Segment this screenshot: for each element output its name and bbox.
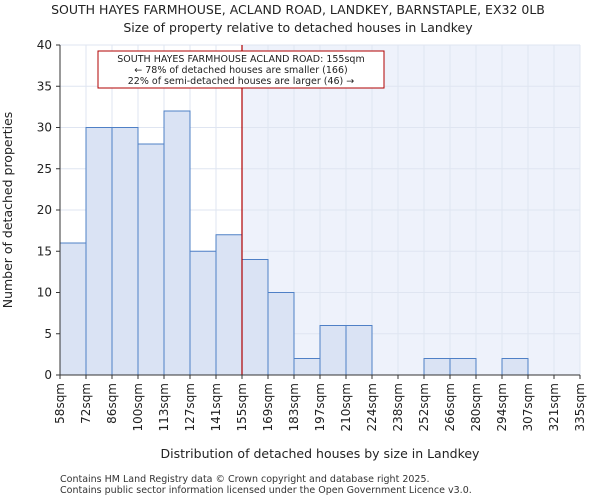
- chart-title: SOUTH HAYES FARMHOUSE, ACLAND ROAD, LAND…: [51, 2, 545, 17]
- histogram-bar: [189, 250, 217, 376]
- histogram-bar: [137, 143, 165, 376]
- x-tick-label: 252sqm: [417, 383, 431, 431]
- x-tick-label: 238sqm: [391, 383, 405, 431]
- x-tick-label: 86sqm: [105, 383, 119, 424]
- histogram-bar: [241, 259, 269, 376]
- x-tick-label: 210sqm: [339, 383, 353, 431]
- histogram-bar: [111, 127, 139, 376]
- histogram-bar: [423, 358, 451, 376]
- histogram-bar: [319, 325, 347, 376]
- x-tick-label: 183sqm: [287, 383, 301, 431]
- y-axis-label: Number of detached properties: [0, 112, 15, 309]
- y-tick-label: 40: [37, 38, 52, 52]
- y-tick-label: 30: [37, 121, 52, 135]
- x-tick-label: 169sqm: [261, 383, 275, 431]
- footer-line-2: Contains public sector information licen…: [60, 485, 472, 496]
- x-tick-label: 197sqm: [313, 383, 327, 431]
- histogram-bar: [215, 234, 243, 376]
- annotation-line-1: SOUTH HAYES FARMHOUSE ACLAND ROAD: 155sq…: [117, 54, 364, 65]
- x-tick-label: 280sqm: [469, 383, 483, 431]
- chart-subtitle: Size of property relative to detached ho…: [123, 20, 473, 35]
- histogram-bar: [85, 127, 113, 376]
- x-tick-label: 100sqm: [131, 383, 145, 431]
- annotation-line-2: ← 78% of detached houses are smaller (16…: [134, 65, 347, 76]
- x-tick-label: 321sqm: [547, 383, 561, 431]
- histogram-bar: [449, 358, 477, 376]
- y-tick-label: 0: [44, 368, 52, 382]
- y-tick-label: 15: [37, 244, 52, 258]
- x-tick-label: 141sqm: [209, 383, 223, 431]
- x-tick-label: 294sqm: [495, 383, 509, 431]
- histogram-bar: [293, 358, 321, 376]
- histogram-bar: [345, 325, 373, 376]
- y-tick-label: 35: [37, 79, 52, 93]
- x-tick-label: 113sqm: [157, 383, 171, 431]
- histogram-bar: [59, 242, 87, 376]
- annotation-line-3: 22% of semi-detached houses are larger (…: [128, 76, 355, 87]
- x-tick-label: 127sqm: [183, 383, 197, 431]
- x-tick-label: 307sqm: [521, 383, 535, 431]
- annotation-box: SOUTH HAYES FARMHOUSE ACLAND ROAD: 155sq…: [97, 50, 385, 89]
- y-tick-label: 5: [44, 327, 52, 341]
- histogram-chart: SOUTH HAYES FARMHOUSE, ACLAND ROAD, LAND…: [0, 2, 587, 461]
- y-tick-label: 10: [37, 286, 52, 300]
- histogram-bar: [501, 358, 529, 376]
- footer-line-1: Contains HM Land Registry data © Crown c…: [60, 474, 430, 485]
- x-tick-label: 58sqm: [53, 383, 67, 424]
- x-tick-label: 224sqm: [365, 383, 379, 431]
- histogram-bar: [267, 292, 295, 376]
- histogram-bar: [163, 110, 191, 376]
- y-tick-label: 25: [37, 162, 52, 176]
- x-tick-label: 72sqm: [79, 383, 93, 424]
- x-axis-label: Distribution of detached houses by size …: [161, 446, 481, 461]
- y-tick-label: 20: [37, 203, 52, 217]
- x-tick-label: 155sqm: [235, 383, 249, 431]
- x-tick-label: 266sqm: [443, 383, 457, 431]
- x-tick-label: 335sqm: [573, 383, 587, 431]
